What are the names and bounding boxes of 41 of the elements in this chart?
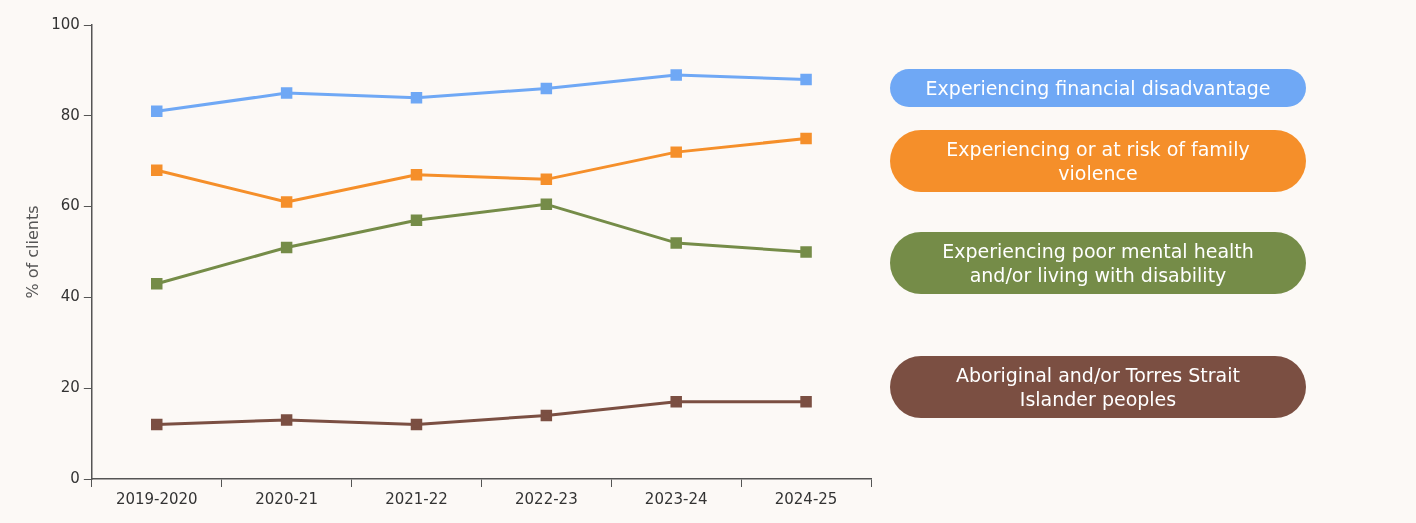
x-tick-label: 2022-23 xyxy=(515,489,578,508)
point xyxy=(800,73,812,86)
x-tick-label: 2024-25 xyxy=(774,489,838,508)
point xyxy=(410,214,423,226)
y-tick-label: 80 xyxy=(60,105,80,124)
point xyxy=(151,105,163,117)
point xyxy=(540,409,553,422)
point xyxy=(670,69,682,81)
point xyxy=(800,396,812,408)
text: Experiencing poor mental health and/or living with disability xyxy=(890,232,1306,294)
text: Aboriginal and/or Torres Strait Islander peoples xyxy=(890,356,1306,418)
point xyxy=(151,278,163,290)
text: Experiencing or at risk of family violence xyxy=(890,130,1306,192)
point xyxy=(410,418,423,431)
y-tick-label: 100 xyxy=(51,14,80,33)
point xyxy=(800,246,812,258)
point xyxy=(151,418,163,431)
x-tick-label: 2019-2020 xyxy=(115,489,198,508)
point xyxy=(280,87,293,99)
x-tick-label: 2020-21 xyxy=(255,489,318,508)
point xyxy=(151,164,163,177)
point xyxy=(410,91,423,104)
point xyxy=(670,237,682,249)
x-tick-label: 2021-22 xyxy=(385,489,448,508)
point xyxy=(280,414,293,426)
text: Experiencing financial disadvantage xyxy=(890,69,1306,107)
point xyxy=(800,132,812,145)
point xyxy=(540,173,553,186)
y-tick-label: 60 xyxy=(60,196,80,215)
y-tick-label: 0 xyxy=(70,468,80,487)
point xyxy=(280,241,293,254)
y-tick-label: 40 xyxy=(60,287,80,306)
point xyxy=(670,146,682,158)
point xyxy=(410,169,423,181)
y-tick-label: 20 xyxy=(60,378,80,397)
point xyxy=(540,82,553,95)
point xyxy=(280,196,293,208)
y-axis-title: % of clients xyxy=(22,205,42,299)
point xyxy=(540,198,553,211)
point xyxy=(670,396,682,408)
x-tick-label: 2023-24 xyxy=(644,489,708,508)
